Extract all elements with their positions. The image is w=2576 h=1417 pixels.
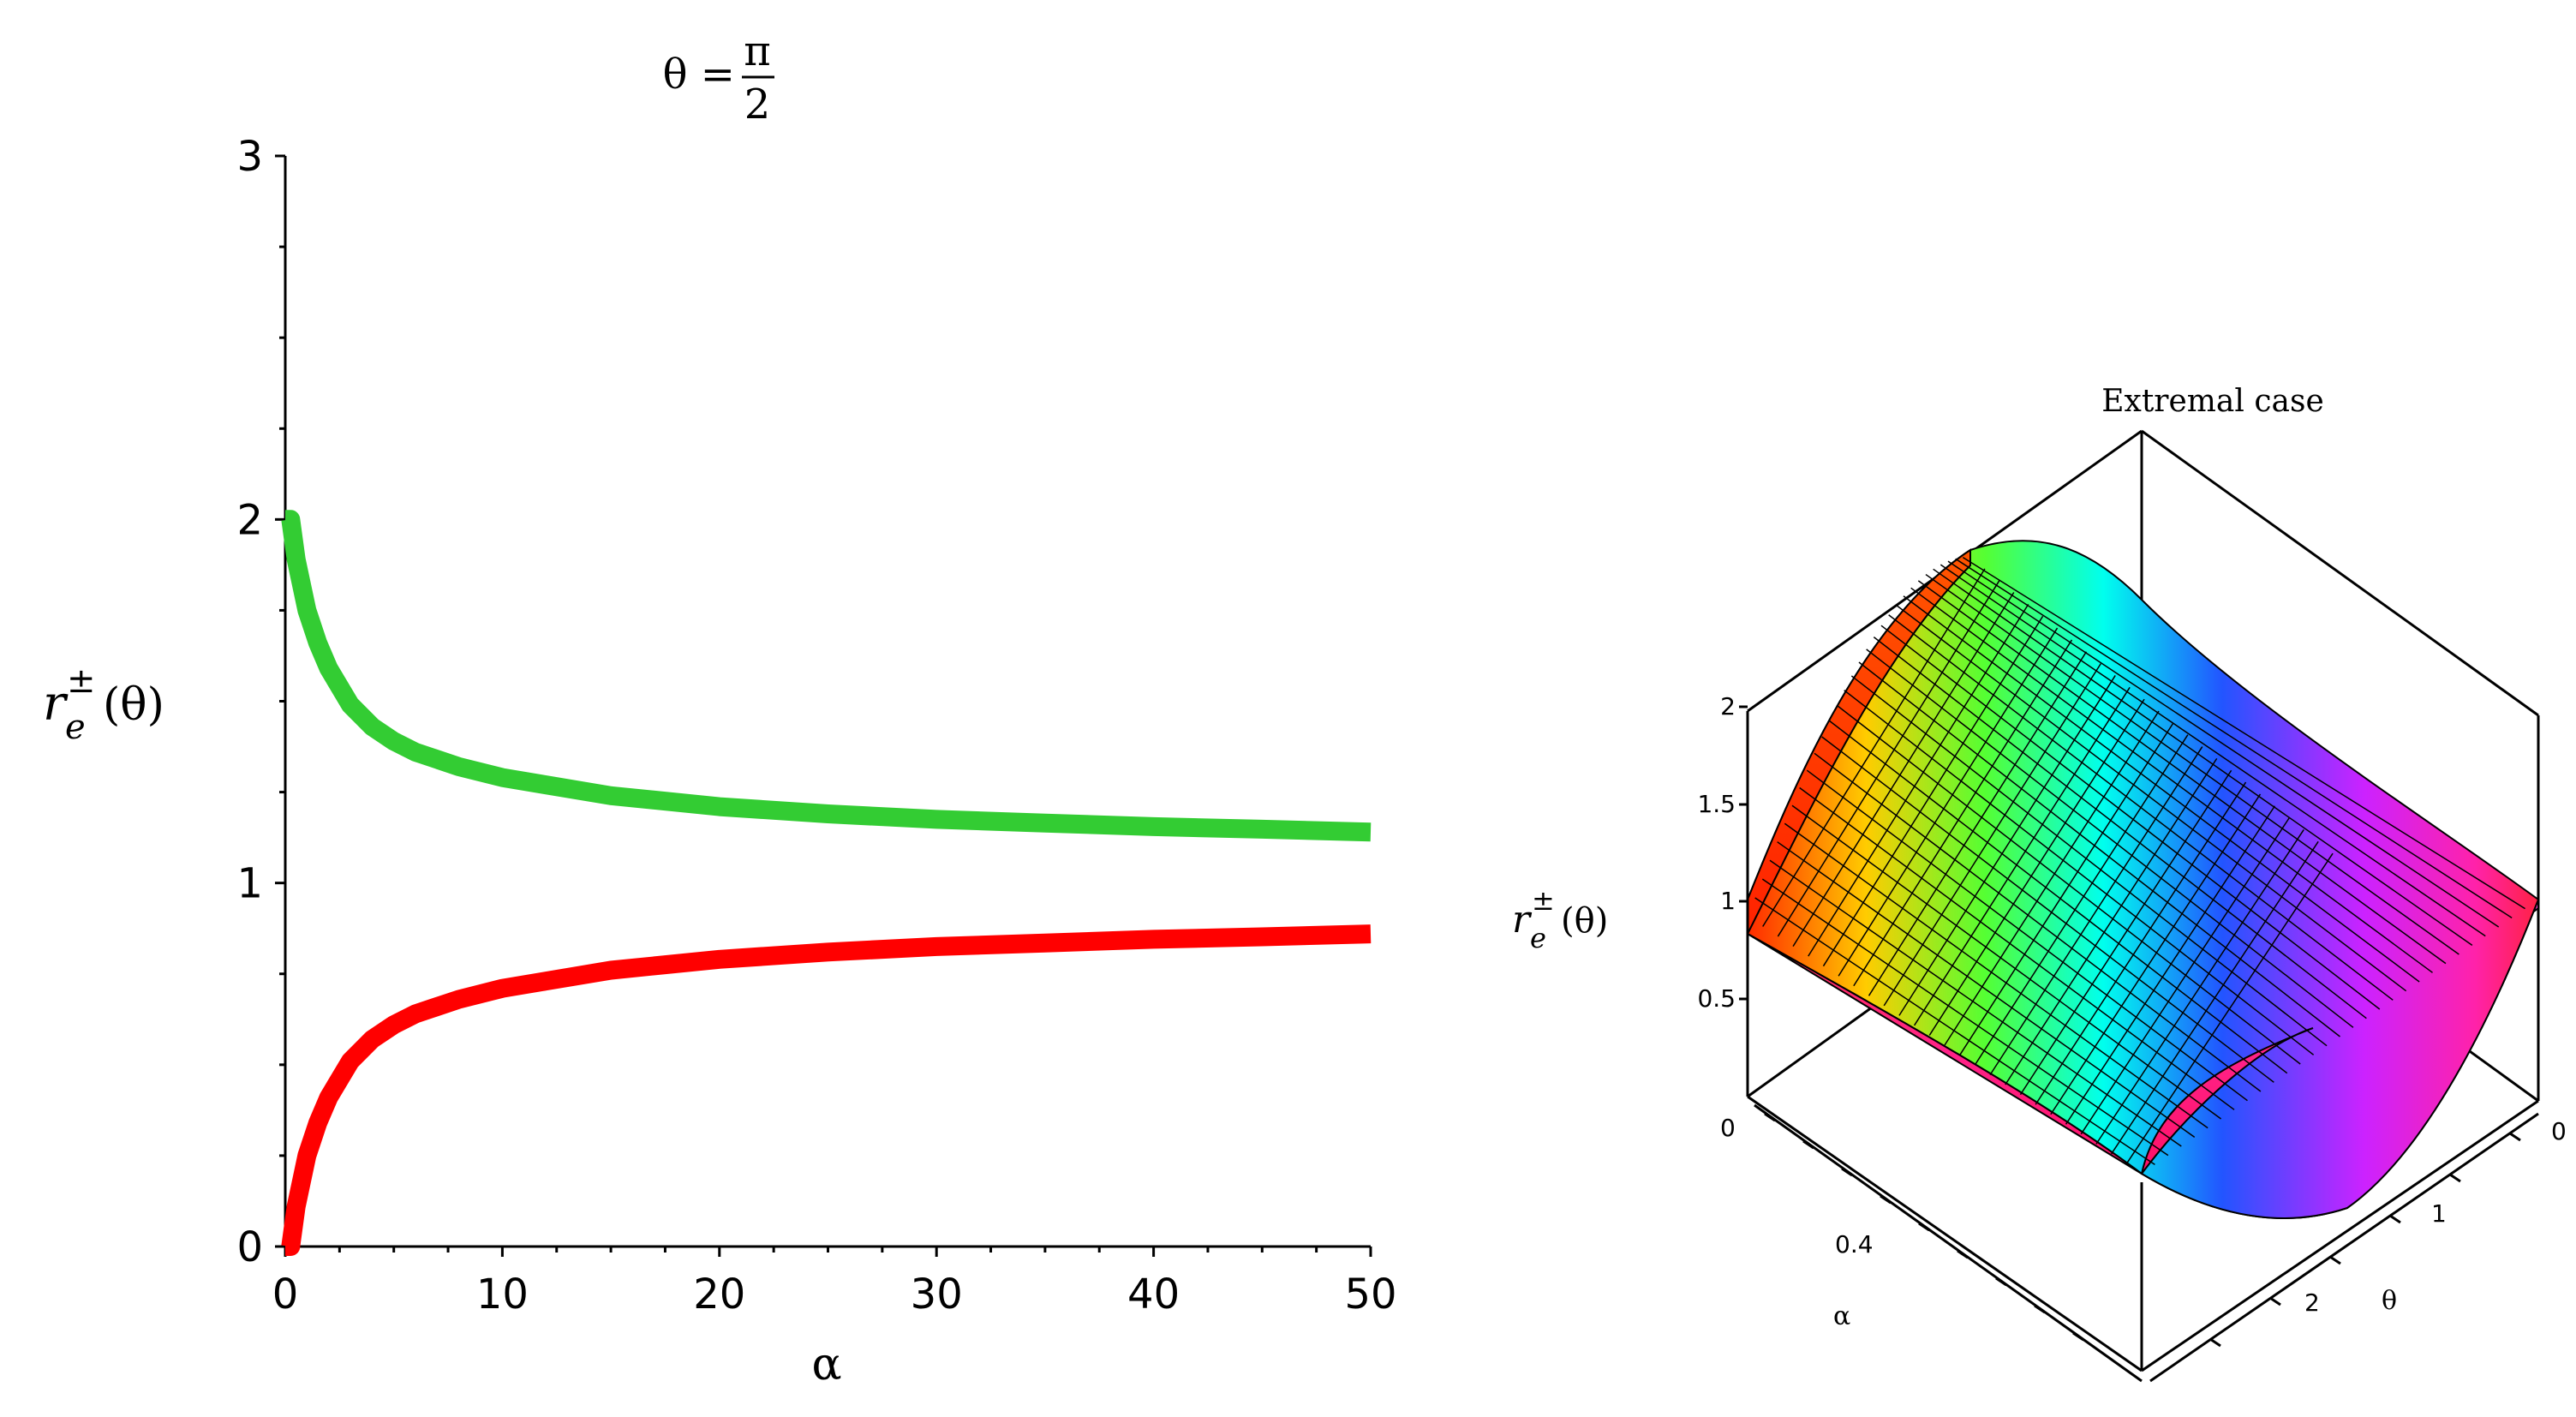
series-line-0 [281, 510, 1372, 842]
mesh-line [1808, 603, 2029, 957]
x-tick-label: 10 [476, 1271, 529, 1318]
alpha-axis-label: α [1833, 1301, 1850, 1331]
mesh-line [1784, 822, 2208, 1129]
mesh-line [1928, 698, 2145, 1036]
surface-mesh [1747, 540, 2540, 1219]
mesh-line [1853, 639, 2073, 987]
mesh-line [1903, 595, 2420, 983]
mesh-line [2035, 781, 2247, 1105]
theta-tick-0: 0 [2551, 1117, 2567, 1145]
z-label-sup: ± [1532, 884, 1555, 917]
left-line-chart: θ = π 2 0 10 20 30 40 50 0 1 2 3 α r e ± (θ) [43, 27, 1397, 1390]
title-lhs: θ = [663, 51, 735, 99]
z-tick-1-5: 1.5 [1697, 790, 1736, 818]
mesh-line [1850, 675, 2328, 1047]
z-tick-0-5: 0.5 [1697, 984, 1736, 1013]
z-label-arg: (θ) [1561, 901, 1608, 941]
mesh-line [1822, 615, 2044, 967]
theta-tick-1: 1 [2431, 1199, 2447, 1228]
mesh-line [1974, 734, 2189, 1066]
mesh-line [1895, 604, 2407, 992]
left-chart-title: θ = π 2 [663, 27, 774, 129]
mesh-line [1868, 651, 2088, 996]
mesh-line [1947, 560, 2500, 928]
x-axis-label: α [811, 1339, 841, 1390]
mesh-line [1762, 568, 1986, 927]
surface-z-label: r e ± (θ) [1512, 884, 1608, 954]
mesh-line [1898, 675, 2116, 1016]
mesh-line [1814, 752, 2262, 1092]
mesh-line [1933, 568, 2473, 946]
y-label-sup: ± [67, 661, 96, 701]
mesh-line [1880, 625, 2381, 1010]
x-tick-label: 20 [693, 1271, 745, 1318]
z-label-base: r [1512, 898, 1533, 942]
mesh-line [1791, 804, 2222, 1120]
y-tick-label: 2 [236, 496, 263, 544]
mesh-line [1888, 614, 2394, 1001]
mesh-line [1944, 710, 2160, 1046]
mesh-line [2050, 793, 2262, 1115]
mesh-line [1962, 556, 2525, 910]
mesh-line [1858, 661, 2340, 1037]
mesh-line [1917, 580, 2447, 965]
mesh-line [1777, 841, 2196, 1138]
mesh-line [1844, 690, 2315, 1055]
surface-mesh-lines [1754, 556, 2525, 1165]
surface-alpha-axis [1754, 1103, 2143, 1383]
series-line-1 [281, 924, 1372, 1256]
mesh-line [1836, 704, 2301, 1065]
mesh-line [1838, 627, 2059, 977]
mesh-line [1955, 558, 2513, 918]
mesh-line [1799, 786, 2235, 1110]
mesh-line [1989, 746, 2203, 1076]
mesh-line [1828, 720, 2288, 1074]
mesh-line [1959, 722, 2174, 1055]
mesh-line [1754, 897, 2155, 1165]
z-label-sub: e [1530, 922, 1546, 954]
mesh-line [1910, 587, 2433, 973]
alpha-tick-0: 0 [1720, 1114, 1736, 1142]
mesh-line [1769, 859, 2182, 1147]
y-tick-label: 0 [236, 1223, 263, 1271]
mesh-line [1883, 663, 2101, 1007]
title-denominator: 2 [744, 81, 771, 129]
z-tick-2: 2 [1720, 692, 1736, 720]
mesh-line [1913, 686, 2131, 1026]
mesh-line [1806, 769, 2248, 1102]
surface-top [1747, 540, 2540, 1219]
mesh-line [1873, 637, 2367, 1019]
y-label-base: r [43, 676, 69, 732]
surface-theta-axis [2149, 1112, 2539, 1383]
x-tick-label: 30 [911, 1271, 963, 1318]
z-tick-1: 1 [1720, 887, 1736, 915]
mesh-line [2005, 757, 2218, 1085]
mesh-line [2019, 769, 2232, 1096]
surface-title: Extremal case [2101, 384, 2324, 419]
title-numerator: π [744, 27, 771, 75]
mesh-line [1761, 878, 2169, 1157]
theta-axis-label: θ [2382, 1286, 2397, 1316]
surface-z-axis: 2 1.5 1 0.5 [1697, 692, 1749, 1097]
mesh-line [1821, 736, 2274, 1083]
y-label-sub: e [65, 708, 86, 747]
y-label-arg: (θ) [103, 679, 164, 731]
surface-left-face [1747, 548, 1971, 935]
y-tick-label: 1 [236, 860, 263, 908]
y-tick-label: 3 [236, 133, 263, 181]
y-axis-label: r e ± (θ) [43, 661, 164, 747]
alpha-tick-0-4: 0.4 [1835, 1230, 1874, 1259]
x-tick-label: 50 [1344, 1271, 1396, 1318]
mesh-line [1925, 573, 2459, 955]
left-axes: 0 10 20 30 40 50 0 1 2 3 [236, 133, 1396, 1318]
mesh-line [1866, 649, 2354, 1028]
mesh-line [1939, 564, 2486, 937]
x-tick-label: 40 [1127, 1271, 1180, 1318]
left-series [281, 510, 1372, 1256]
x-tick-label: 0 [272, 1271, 299, 1318]
theta-tick-2: 2 [2304, 1288, 2320, 1317]
